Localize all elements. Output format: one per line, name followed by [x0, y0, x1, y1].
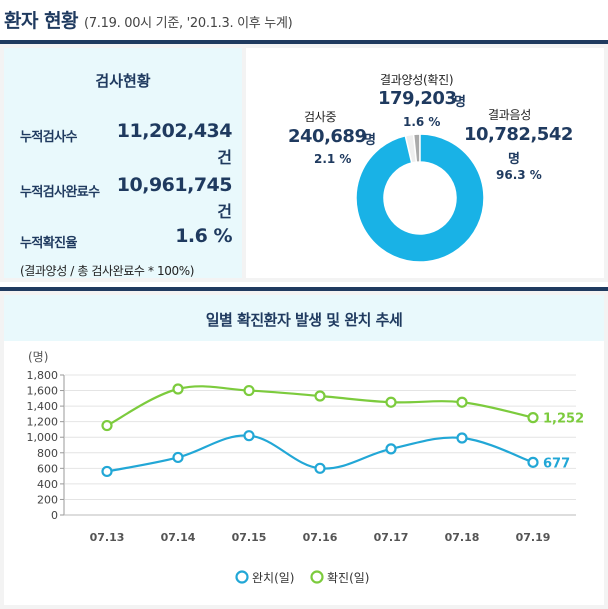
donut-label-negative: 결과음성	[488, 108, 531, 122]
completed-tests-label: 누적검사완료수	[20, 185, 100, 200]
donut-segment-negative	[355, 133, 485, 263]
y-tick-label: 1,400	[27, 400, 59, 413]
confirmed-data-point	[172, 383, 184, 395]
donut-label-positive: 결과양성(확진)	[380, 73, 454, 87]
donut-label-testing: 검사중	[304, 110, 337, 124]
x-tick-label: 07.13	[90, 531, 125, 544]
cumulative-tests-value: 11,202,434	[116, 120, 233, 142]
y-tick-label: 200	[37, 493, 58, 506]
stats-panel: 검사현황 누적검사수 11,202,434 건 누적검사완료수 10,961,7…	[0, 44, 608, 282]
legend-recovered-marker	[235, 570, 249, 584]
donut-pct-negative: 96.3 %	[496, 168, 542, 182]
page-header: 환자 현황 (7.19. 00시 기준, '20.1.3. 이후 누계)	[4, 6, 293, 32]
cumulative-tests-label: 누적검사수	[20, 130, 77, 145]
y-tick-label: 1,600	[27, 385, 59, 398]
trend-chart-panel: 일별 확진환자 발생 및 완치 추세 (명) 0 200 400 600 800 1,000…	[0, 291, 608, 609]
trend-chart-title: 일별 확진환자 발생 및 완치 추세	[205, 311, 403, 329]
trend-chart-header: 일별 확진환자 발생 및 완치 추세	[4, 295, 604, 341]
testing-summary: 검사현황 누적검사수 11,202,434 건 누적검사완료수 10,961,7…	[4, 48, 242, 278]
legend-recovered-label: 완치(일)	[252, 571, 294, 585]
recovered-data-point	[243, 430, 255, 442]
recovered-data-point	[314, 462, 326, 474]
donut-unit-positive: 명	[454, 95, 466, 110]
y-tick-label: 400	[37, 478, 58, 491]
page-subtitle: (7.19. 00시 기준, '20.1.3. 이후 누계)	[84, 16, 293, 31]
y-tick-label: 1,000	[27, 431, 59, 444]
x-tick-label: 07.18	[445, 531, 480, 544]
donut-unit-testing: 명	[364, 133, 376, 148]
legend-confirmed-marker	[310, 570, 324, 584]
x-tick-label: 07.15	[232, 531, 267, 544]
recovered-data-point	[385, 443, 397, 455]
positive-rate-value: 1.6 %	[175, 225, 232, 247]
y-tick-label: 0	[51, 509, 58, 522]
donut-value-testing: 240,689	[288, 126, 367, 147]
completed-tests-value: 10,961,745	[116, 174, 233, 196]
x-tick-label: 07.17	[374, 531, 409, 544]
confirmed-data-point	[456, 396, 468, 408]
recovered-data-point	[101, 465, 113, 478]
y-tick-label: 600	[37, 462, 58, 475]
test-result-donut-area: 검사중 240,689 명 2.1 % 결과양성(확진) 179,203 명 1…	[246, 48, 604, 278]
donut-pct-testing: 2.1 %	[314, 152, 352, 166]
recovered-data-point	[527, 456, 539, 468]
positive-rate-note: (결과양성 / 총 검사완료수 * 100%)	[20, 264, 194, 278]
cumulative-tests-unit: 건	[217, 148, 232, 167]
positive-rate-label: 누적확진율	[20, 236, 77, 251]
x-tick-label: 07.14	[161, 531, 196, 544]
chart-divider	[0, 287, 608, 291]
y-tick-label: 800	[37, 447, 58, 460]
recovered-end-label: 677	[543, 456, 570, 471]
x-tick-label: 07.19	[516, 531, 551, 544]
legend-confirmed-label: 확진(일)	[327, 571, 369, 585]
confirmed-data-point	[385, 396, 397, 408]
testing-title: 검사현황	[95, 72, 151, 90]
confirmed-data-point	[243, 384, 255, 397]
trend-line-chart: (명) 0 200 400 600 800 1,000 1,200 1,400 1,600 1,80…	[27, 350, 585, 585]
y-axis-unit-label: (명)	[28, 350, 48, 364]
y-tick-label: 1,200	[27, 416, 59, 429]
x-tick-label: 07.16	[303, 531, 338, 544]
donut-value-positive: 179,203	[378, 88, 457, 109]
test-result-donut	[355, 133, 485, 263]
confirmed-data-point	[527, 412, 539, 424]
confirmed-end-label: 1,252	[543, 412, 584, 427]
completed-tests-unit: 건	[217, 202, 232, 221]
confirmed-data-point	[101, 419, 113, 432]
y-tick-label: 1,800	[27, 369, 59, 382]
recovered-data-point	[172, 451, 184, 464]
page-title: 환자 현황	[4, 10, 79, 32]
confirmed-data-point	[314, 390, 326, 402]
donut-value-negative: 10,782,542	[464, 124, 573, 145]
recovered-data-point	[456, 432, 468, 444]
donut-unit-negative: 명	[508, 152, 520, 167]
header-divider	[0, 40, 608, 44]
trend-chart-card: 일별 확진환자 발생 및 완치 추세 (명) 0 200 400 600 800 1,000…	[4, 295, 604, 605]
donut-pct-positive: 1.6 %	[403, 115, 441, 129]
